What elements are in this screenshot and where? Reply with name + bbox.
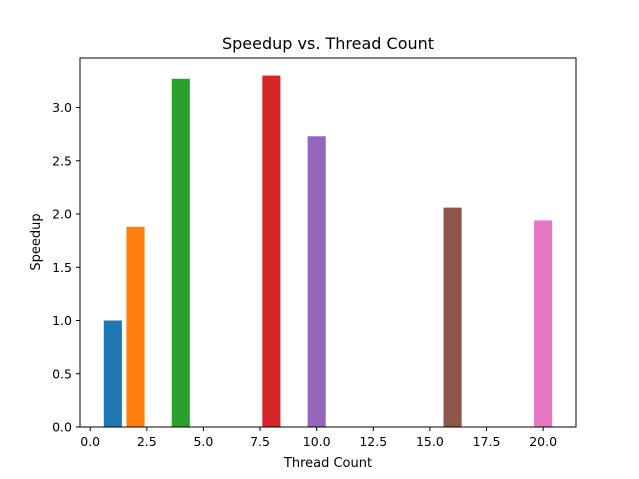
y-tick-label: 2.5 [52,153,72,168]
plot-frame [79,57,577,428]
x-tick-label: 0.0 [80,434,100,449]
y-axis-label: Speedup [29,213,44,270]
y-axis-ticks: 0.0 0.5 1.0 1.5 2.0 2.5 3.0 [52,100,80,435]
y-tick-label: 0.0 [52,420,72,435]
x-tick-label: 15.0 [416,434,444,449]
x-tick-label: 10.0 [303,434,331,449]
x-tick-label: 12.5 [359,434,387,449]
x-axis-ticks: 0.0 2.5 5.0 7.5 10.0 12.5 15.0 17.5 20.0 [80,427,557,449]
x-tick-label: 20.0 [529,434,557,449]
bar-threads-10 [307,136,326,428]
bar-threads-2 [126,226,145,427]
bar-threads-16 [443,207,462,427]
bar-threads-8 [262,75,281,428]
x-tick-label: 2.5 [137,434,157,449]
bar-threads-4 [171,78,190,427]
bar-group [103,75,553,428]
bar-threads-1 [103,320,122,427]
y-tick-label: 3.0 [52,100,72,115]
bar-threads-20 [534,220,553,427]
x-tick-label: 5.0 [193,434,213,449]
x-tick-label: 17.5 [473,434,501,449]
x-tick-label: 7.5 [250,434,270,449]
y-tick-label: 1.0 [52,313,72,328]
y-tick-label: 2.0 [52,207,72,222]
y-tick-label: 0.5 [52,366,72,381]
chart-title: Speedup vs. Thread Count [222,34,434,53]
x-axis-label: Thread Count [283,456,372,471]
y-tick-label: 1.5 [52,260,72,275]
